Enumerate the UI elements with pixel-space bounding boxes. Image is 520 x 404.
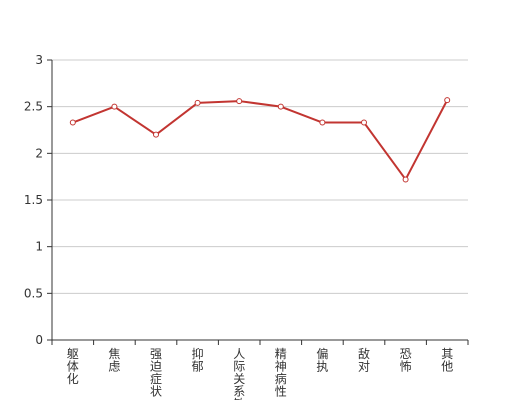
- tick-labels: 0 0.5 1 1.5 2 2.5 3 躯体化 焦虑 强迫症状 抑郁 人际关系敏感 精神病性 偏执 敌对 恐怖…: [24, 53, 453, 404]
- y-tick-label: 0.5: [24, 286, 43, 300]
- x-tick-label: 抑郁: [192, 346, 204, 374]
- x-tick-label: 强迫症状: [150, 347, 162, 399]
- grid-lines: [52, 59, 468, 294]
- x-tick-label: 敌对: [358, 346, 370, 374]
- y-tick-label: 2.5: [24, 100, 43, 114]
- x-tick-label: 其他: [441, 347, 453, 374]
- data-point[interactable]: [69, 119, 76, 126]
- series-line: [72, 99, 449, 181]
- y-tick-label: 1.5: [24, 193, 43, 207]
- x-tick-label: 焦虑: [108, 347, 120, 374]
- data-point[interactable]: [153, 131, 159, 138]
- series: [69, 97, 451, 183]
- data-point[interactable]: [361, 119, 367, 126]
- y-tick-label: 3: [35, 53, 43, 67]
- y-tick-label: 1: [35, 240, 43, 254]
- data-point[interactable]: [319, 119, 326, 126]
- x-tick-label: 偏执: [316, 346, 328, 374]
- axes: [47, 59, 469, 345]
- x-tick-label: 躯体化: [67, 346, 79, 386]
- x-tick-label: 精神病性: [275, 347, 287, 399]
- y-tick-label: 0: [35, 333, 43, 347]
- data-point[interactable]: [444, 97, 451, 104]
- data-point[interactable]: [111, 103, 118, 110]
- data-point[interactable]: [194, 99, 201, 106]
- x-tick-label: 人际关系敏感: [233, 347, 245, 400]
- x-tick-label: 恐怖: [400, 347, 412, 374]
- y-tick-label: 2: [35, 146, 43, 160]
- data-point[interactable]: [236, 98, 243, 105]
- data-point[interactable]: [277, 103, 284, 110]
- data-point[interactable]: [402, 176, 409, 183]
